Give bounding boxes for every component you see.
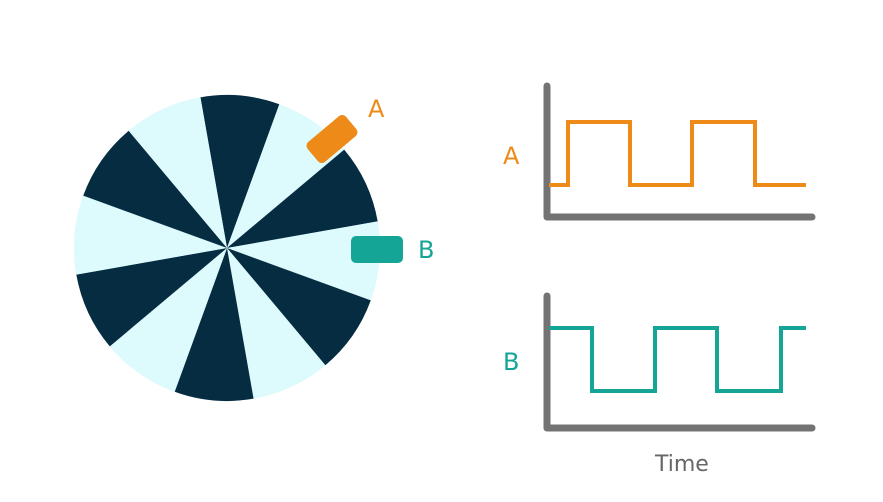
- sensor-b: [351, 236, 403, 263]
- waveform-a-axes: [543, 82, 816, 221]
- sensor-b-label: B: [418, 236, 434, 264]
- waveform-a-signal: [549, 120, 806, 187]
- waveform-a-plot: [543, 82, 816, 221]
- sensor-a: [306, 115, 358, 163]
- encoder-segment-dark: [174, 248, 254, 402]
- time-axis-label: Time: [654, 452, 709, 477]
- encoder-segment-light: [227, 248, 326, 399]
- encoder-segment-light: [73, 195, 227, 275]
- encoder-segment-dark: [83, 130, 227, 248]
- encoder-segment-light: [227, 221, 381, 301]
- encoder-wheel: [73, 94, 381, 402]
- encoder-segment-light: [109, 248, 227, 392]
- waveform-b-signal: [549, 326, 806, 393]
- encoder-segment-dark: [227, 149, 378, 248]
- waveform-b-label: B: [503, 348, 519, 376]
- waveform-b-axes: [543, 292, 816, 432]
- waveform-a-label: A: [503, 142, 520, 170]
- encoder-segment-dark: [227, 248, 371, 366]
- sensor-a-label: A: [368, 95, 385, 123]
- waveform-b-plot: [543, 292, 816, 432]
- sensor-b-block: [351, 236, 403, 263]
- sensor-a-block: [306, 115, 358, 163]
- encoder-segment-light: [128, 97, 227, 248]
- encoder-segment-dark: [200, 94, 280, 248]
- encoder-segment-dark: [76, 248, 227, 347]
